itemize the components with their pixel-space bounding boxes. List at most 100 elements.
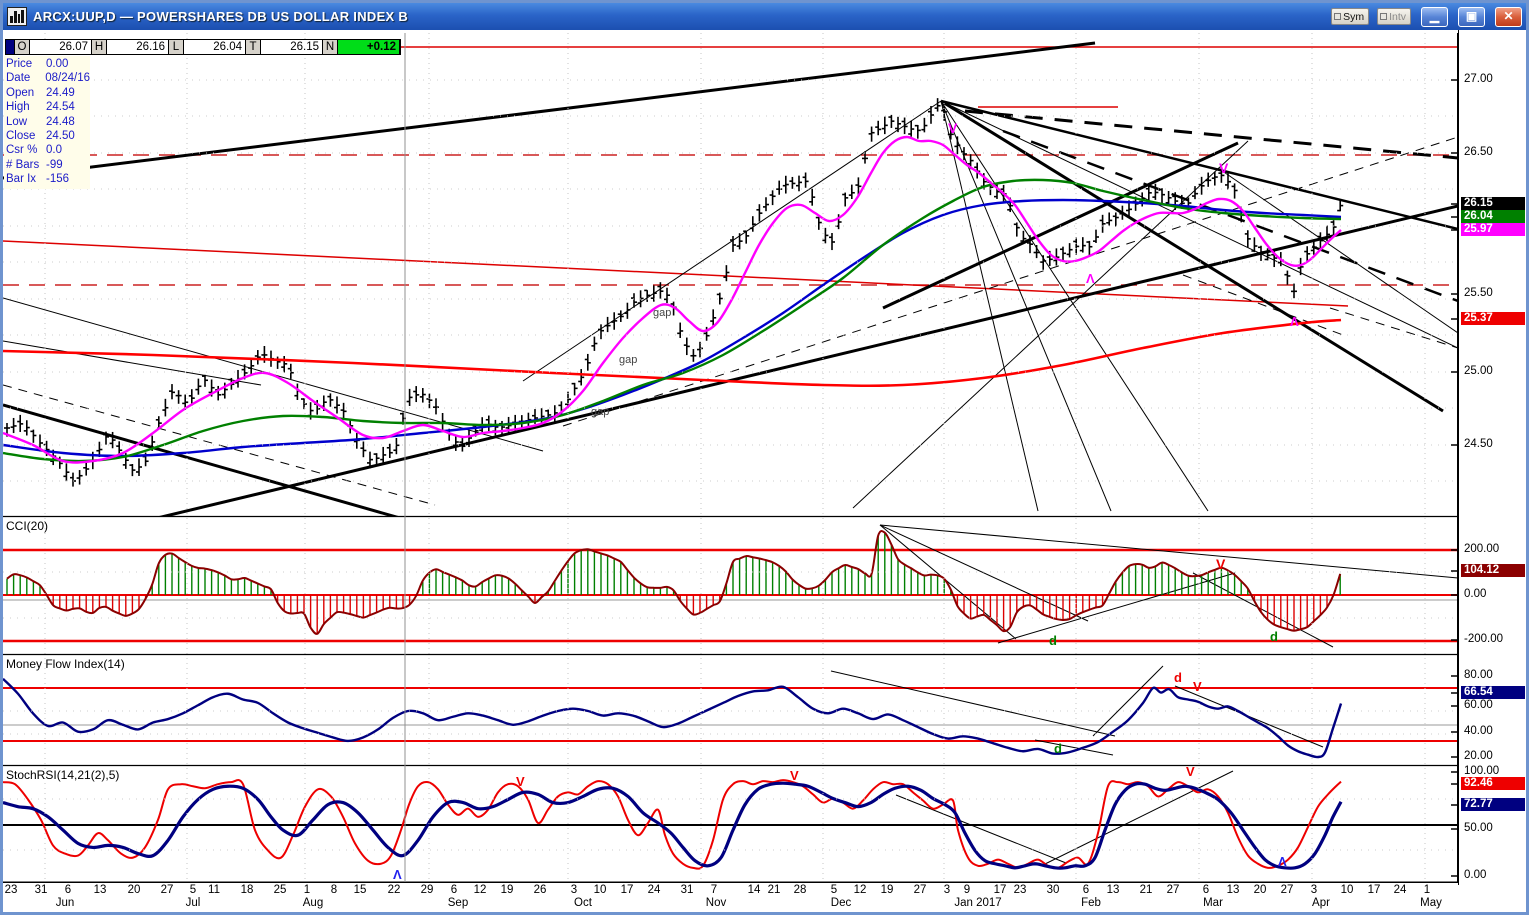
date-tick-label: 30	[1046, 884, 1060, 896]
svg-text:d: d	[1174, 670, 1182, 685]
svg-text:d: d	[1049, 633, 1057, 648]
month-label: Dec	[830, 897, 852, 909]
quote-field-label: L	[169, 40, 184, 54]
date-tick-label: 5	[189, 884, 197, 896]
axis-label: -200.00	[1464, 633, 1504, 645]
date-tick-label: 20	[127, 884, 141, 896]
cursor-info-panel: Price 0.00 Date 08/24/16 Open 24.49 High 24.54 L…	[4, 56, 90, 189]
date-tick-label: 21	[767, 884, 781, 896]
svg-text:Λ: Λ	[1278, 854, 1287, 869]
date-tick-label: 3	[570, 884, 578, 896]
maximize-icon: ▣	[1465, 8, 1478, 23]
date-tick-label: 23	[4, 884, 18, 896]
svg-text:gap: gap	[591, 406, 609, 418]
date-tick-label: 6	[1202, 884, 1210, 896]
date-tick-label: 10	[1340, 884, 1354, 896]
axis-label: 25.50	[1464, 287, 1493, 299]
quote-field-value: +0.12	[338, 40, 400, 54]
axis-label: 24.50	[1464, 438, 1493, 450]
date-tick-label: 1	[303, 884, 311, 896]
date-tick-label: 13	[1226, 884, 1240, 896]
axis-label: 66.54	[1461, 686, 1525, 699]
svg-text:V: V	[790, 768, 799, 783]
quote-field-value: 26.07	[30, 40, 92, 54]
date-tick-label: 7	[710, 884, 718, 896]
date-tick-label: 15	[353, 884, 367, 896]
axis-label: 100.00	[1464, 765, 1500, 777]
symbol-swatch	[6, 40, 15, 54]
axis-label: 50.00	[1464, 822, 1493, 834]
sym-button[interactable]: Sym	[1331, 8, 1370, 25]
date-tick-label: 12	[473, 884, 487, 896]
date-tick-label: 28	[793, 884, 807, 896]
svg-text:V: V	[1186, 764, 1195, 779]
month-label: Aug	[302, 897, 324, 909]
date-tick-label: 17	[620, 884, 634, 896]
cursor-info-row: Close 24.50	[6, 130, 75, 143]
axis-label: 26.50	[1464, 146, 1493, 158]
close-button[interactable]: ✕	[1495, 6, 1522, 27]
date-tick-label: 14	[747, 884, 761, 896]
date-tick-label: 6	[450, 884, 458, 896]
month-label: Jun	[55, 897, 75, 909]
checkbox-icon	[1380, 13, 1388, 20]
svg-text:V: V	[516, 774, 525, 789]
date-tick-label: 13	[1106, 884, 1120, 896]
date-tick-label: 1	[1423, 884, 1431, 896]
close-icon: ✕	[1503, 8, 1514, 23]
date-tick-label: 12	[853, 884, 867, 896]
svg-text:d: d	[1054, 741, 1062, 756]
quote-field-value: 26.15	[261, 40, 323, 54]
date-tick-label: 17	[1367, 884, 1381, 896]
cci-panel-title: CCI(20)	[6, 519, 49, 533]
chart-icon	[7, 7, 27, 26]
date-tick-label: 27	[1166, 884, 1180, 896]
cursor-info-row: Price 0.00	[6, 58, 69, 70]
date-tick-label: 3	[943, 884, 951, 896]
axis-label: 40.00	[1464, 725, 1493, 737]
quote-field-value: 26.04	[184, 40, 246, 54]
date-tick-label: 19	[500, 884, 514, 896]
axis-label: 26.04	[1461, 210, 1525, 223]
cursor-info-row: Open 24.49	[6, 86, 75, 99]
date-tick-label: 23	[1013, 884, 1027, 896]
svg-text:V: V	[1193, 679, 1202, 694]
month-label: Jul	[185, 897, 201, 909]
axis-label: 20.00	[1464, 750, 1493, 762]
minimize-button[interactable]: ▁	[1421, 6, 1448, 27]
cursor-info-row: Date 08/24/16	[6, 72, 90, 85]
month-label: Nov	[705, 897, 727, 909]
date-tick-label: 11	[208, 884, 220, 896]
month-label: Oct	[574, 897, 592, 909]
axis-label: 200.00	[1464, 543, 1500, 555]
date-tick-label: 24	[647, 884, 661, 896]
axis-label: 25.37	[1461, 312, 1525, 325]
axis-label: 92.46	[1461, 777, 1525, 790]
cursor-info-row: Bar Ix -156	[6, 173, 70, 186]
date-tick-label: 24	[1393, 884, 1407, 896]
stochrsi-panel-title: StochRSI(14,21(2),5)	[6, 768, 120, 782]
intv-button[interactable]: Intv	[1377, 8, 1411, 25]
svg-text:Λ: Λ	[1086, 271, 1095, 286]
date-tick-label: 9	[963, 884, 971, 896]
title-bar[interactable]: ARCX:UUP,D — POWERSHARES DB US DOLLAR IN…	[3, 3, 1526, 30]
axis-label: 0.00	[1464, 869, 1487, 881]
axis-label: 60.00	[1464, 699, 1493, 711]
date-tick-label: 6	[64, 884, 72, 896]
axis-label: 0.00	[1464, 588, 1487, 600]
date-tick-label: 3	[1310, 884, 1318, 896]
date-tick-label: 27	[160, 884, 174, 896]
month-label: Mar	[1203, 897, 1223, 909]
date-tick-label: 29	[420, 884, 434, 896]
date-tick-label: 26	[533, 884, 547, 896]
date-tick-label: 19	[880, 884, 894, 896]
mfi-panel-title: Money Flow Index(14)	[6, 657, 125, 671]
maximize-button[interactable]: ▣	[1458, 6, 1485, 27]
minimize-icon: ▁	[1429, 8, 1440, 23]
date-tick-label: 5	[830, 884, 838, 896]
axis-label: 25.00	[1464, 365, 1493, 377]
date-tick-label: 17	[993, 884, 1007, 896]
